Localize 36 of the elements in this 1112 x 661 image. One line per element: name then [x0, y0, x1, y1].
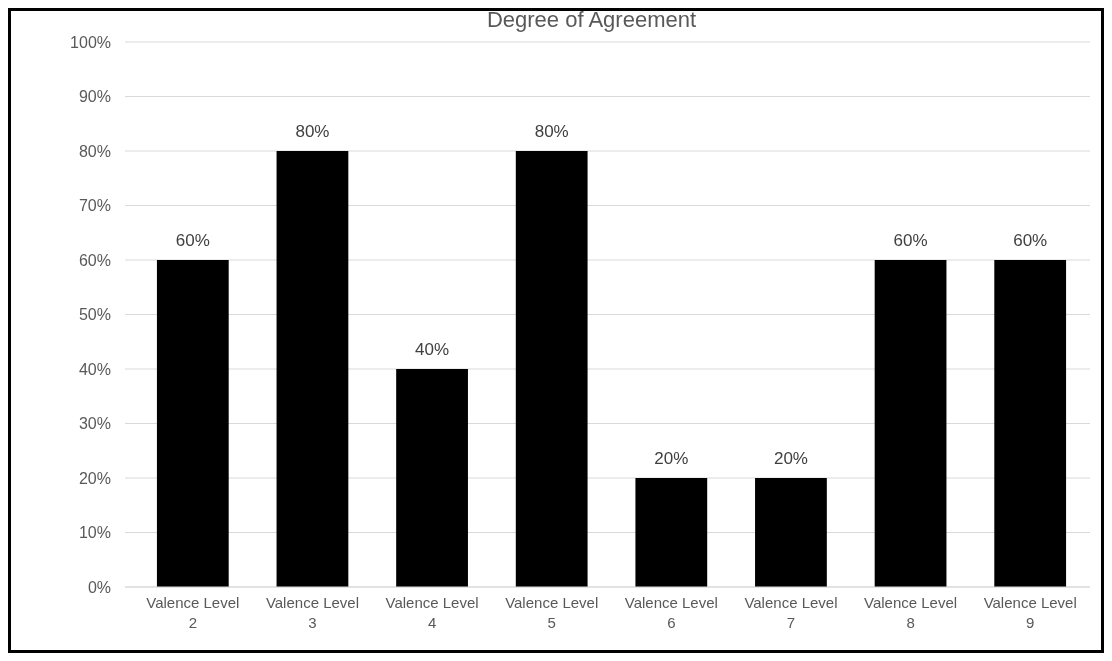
x-tick-label: Valence Level 2: [146, 594, 240, 631]
y-tick-label: 0%: [87, 578, 111, 596]
bar: [276, 151, 349, 587]
x-tick-label: Valence Level 6: [624, 594, 718, 631]
bar: [156, 260, 229, 587]
data-label: 60%: [893, 231, 928, 250]
data-label: 60%: [175, 231, 210, 250]
data-label: 80%: [534, 122, 569, 141]
chart-title: Degree of Agreement: [486, 7, 697, 32]
bar: [635, 478, 708, 587]
data-label: 60%: [1013, 231, 1048, 250]
y-tick-label: 50%: [78, 306, 111, 324]
data-label: 20%: [773, 449, 808, 468]
x-tick-label: Valence Level 4: [385, 594, 479, 631]
bar: [874, 260, 947, 587]
x-tick-label: Valence Level 7: [744, 594, 838, 631]
x-tick-label: Valence Level 5: [505, 594, 599, 631]
y-tick-label: 30%: [78, 415, 111, 433]
bar: [755, 478, 827, 587]
y-tick-label: 80%: [78, 142, 111, 160]
bar: [994, 260, 1067, 587]
y-tick-label: 20%: [78, 469, 111, 487]
y-tick-label: 90%: [78, 88, 111, 106]
data-label: 20%: [654, 449, 689, 468]
x-tick-label: Valence Level 8: [864, 594, 958, 631]
y-tick-label: 40%: [78, 360, 111, 378]
y-tick-label: 100%: [70, 33, 111, 51]
x-tick-label: Valence Level 9: [983, 594, 1077, 631]
bar: [396, 369, 468, 587]
data-label: 80%: [295, 122, 330, 141]
y-tick-label: 60%: [78, 251, 111, 269]
x-tick-label: Valence Level 3: [265, 594, 359, 631]
bar: [515, 151, 588, 587]
y-tick-label: 70%: [78, 197, 111, 215]
y-tick-label: 10%: [78, 524, 111, 542]
data-label: 40%: [415, 340, 450, 359]
